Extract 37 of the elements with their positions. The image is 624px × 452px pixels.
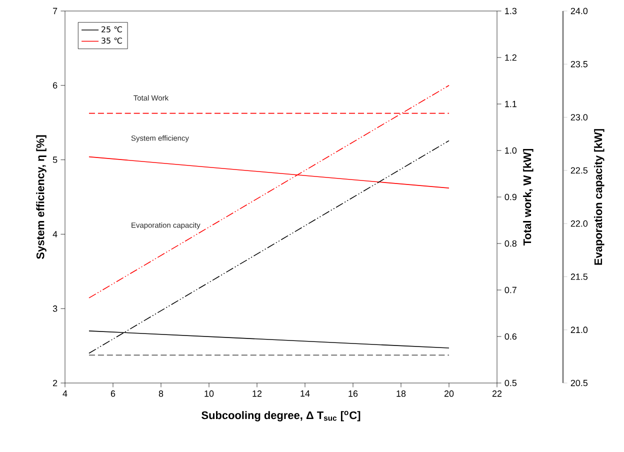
y2-tick-label: 0.9 <box>504 194 516 200</box>
y3-tick-label: 23.0 <box>570 114 588 120</box>
y-axis-title: System efficiency, η [%] <box>36 135 46 260</box>
y2-axis-title: Total work, W [kW] <box>523 149 534 246</box>
y3-tick-label: 22.0 <box>570 220 588 227</box>
x-tick-label: 12 <box>252 390 262 397</box>
x-tick-label: 6 <box>110 390 116 397</box>
y3-tick-label: 24.0 <box>570 8 588 14</box>
x-tick-label: 20 <box>444 390 454 397</box>
y2-tick-label: 1.2 <box>505 54 516 61</box>
x-axis-title: Subcooling degree, Δ T$_{suc}$ [$^{o}$C] <box>202 410 360 422</box>
y-tick-label: 4 <box>52 231 58 238</box>
y-tick-label: 3 <box>52 305 58 312</box>
y2-tick-label: 0.7 <box>504 286 516 294</box>
y-tick-label: 5 <box>52 156 58 163</box>
y2-tick-label: 0.8 <box>504 240 517 247</box>
x-tick-label: 8 <box>158 390 164 397</box>
y2-tick-label: 0.6 <box>504 333 517 340</box>
x-tick-label: 4 <box>62 390 68 397</box>
y3-tick-label: 21.5 <box>570 274 588 280</box>
y-tick-label: 7 <box>53 8 58 14</box>
x-tick-label: 14 <box>300 390 310 397</box>
x-tick-label: 10 <box>204 390 214 397</box>
x-tick-label: 18 <box>396 390 406 397</box>
x-tick-label: 22 <box>492 390 502 397</box>
y-tick-label: 2 <box>53 380 58 386</box>
x-tick-label: 16 <box>348 390 358 397</box>
y3-tick-label: 21.0 <box>570 326 588 334</box>
y3-tick-label: 20.5 <box>570 380 588 386</box>
y-tick-label: 6 <box>53 82 58 89</box>
y2-tick-label: 1.0 <box>505 147 517 154</box>
y3-tick-label: 23.5 <box>570 60 588 68</box>
y3-axis-title: Evaporation capacity [kW] <box>594 129 604 265</box>
y2-tick-label: 1.3 <box>505 8 517 14</box>
y2-tick-label: 1.1 <box>505 100 516 108</box>
y3-tick-label: 22.5 <box>570 167 588 174</box>
y2-tick-label: 0.5 <box>504 380 517 386</box>
